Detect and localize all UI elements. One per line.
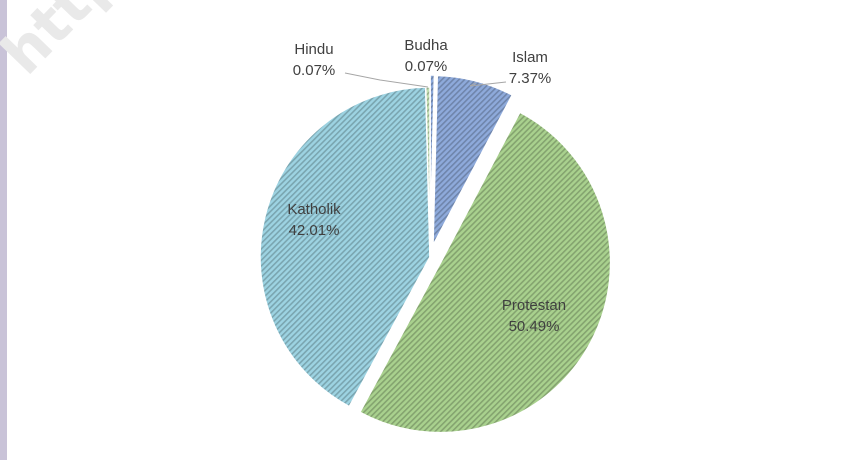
pie-slice-katholik	[259, 86, 431, 408]
leader-lines	[344, 72, 507, 88]
slice-label-protestan: Protestan 50.49%	[502, 297, 566, 335]
pie-slice-islam	[432, 74, 514, 246]
leader-line-islam	[469, 81, 507, 87]
leader-line-hindu	[344, 72, 428, 88]
pie-slice-protestan	[358, 111, 612, 434]
slice-label-katholik: Katholik 42.01%	[287, 201, 341, 239]
pie-slices	[259, 74, 612, 434]
slice-labels: Budha 0.07% Islam 7.37% Protestan 50.49% Katho…	[287, 37, 566, 335]
left-border-rule	[0, 0, 7, 460]
slice-label-hindu: Hindu 0.07%	[293, 41, 336, 79]
pie-slice-budha	[429, 74, 436, 246]
slice-label-islam: Islam 7.37%	[509, 49, 552, 87]
slice-label-budha: Budha 0.07%	[404, 37, 448, 75]
